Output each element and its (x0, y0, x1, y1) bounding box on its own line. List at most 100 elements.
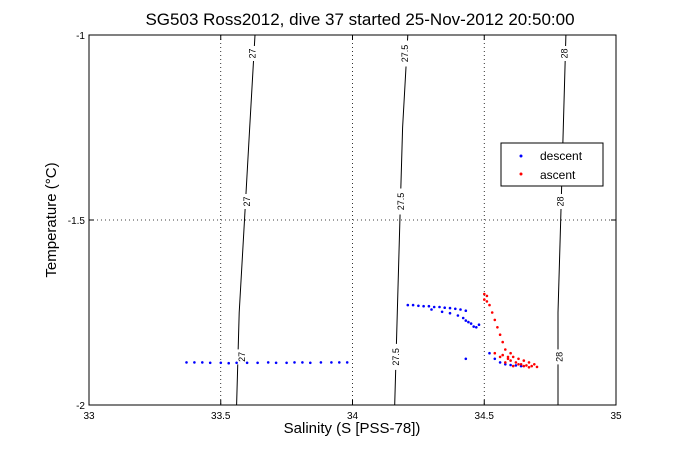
ascent-point (488, 303, 491, 307)
density-contour-28 (557, 34, 567, 405)
ascent-point (514, 361, 518, 364)
contour-label-bg (235, 349, 248, 365)
descent-point (208, 361, 212, 365)
ascent-point (483, 292, 486, 296)
ascent-point (533, 363, 536, 366)
contour-label: 28 (554, 352, 564, 362)
density-contour-27.5 (394, 34, 409, 406)
descent-point (477, 323, 481, 327)
descent-point (422, 304, 425, 308)
ascent-point (525, 364, 528, 367)
descent-point (301, 361, 304, 364)
descent-point (201, 361, 204, 364)
descent-point (193, 361, 196, 364)
descent-point (519, 364, 523, 368)
ascent-point (509, 351, 512, 355)
ascent-point (485, 300, 489, 303)
descent-point (219, 361, 223, 365)
ascent-point (483, 298, 486, 301)
ascent-point (511, 364, 515, 368)
descent-point (504, 363, 507, 366)
y-tick-label: -1.5 (68, 216, 86, 227)
descent-point (427, 304, 431, 308)
ascent-point (517, 357, 520, 361)
descent-point (227, 361, 230, 365)
descent-point (472, 325, 476, 328)
contour-label: 28 (556, 196, 566, 206)
contour-label-bg (389, 343, 402, 370)
descent-point (417, 304, 420, 308)
descent-point (456, 314, 460, 317)
ascent-point (535, 365, 539, 369)
ascent-point (496, 326, 499, 329)
ascent-point (522, 359, 526, 362)
contour-label-bg (399, 40, 412, 67)
y-tick-label: -2 (76, 401, 85, 412)
x-tick-label: 34 (347, 411, 359, 422)
descent-point (440, 310, 444, 314)
descent-point (319, 361, 323, 364)
descent-point (464, 309, 468, 313)
descent-point (509, 363, 512, 367)
descent-point (406, 303, 410, 307)
descent-point (493, 357, 497, 361)
descent-point (459, 308, 462, 311)
descent-point (438, 305, 441, 309)
descent-point (345, 361, 349, 364)
ascent-point (509, 359, 512, 362)
contour-label: 27 (242, 196, 252, 206)
ascent-point (527, 361, 531, 364)
axis-ticks: 33 33.5 34 34.5 35 -2 -1.5 -1 (68, 31, 622, 422)
contour-label-bg (241, 194, 254, 209)
ascent-point (501, 353, 505, 357)
descent-point (430, 308, 433, 311)
data-points (185, 292, 539, 369)
descent-point (514, 364, 518, 367)
ascent-point (501, 340, 505, 344)
ascent-point (504, 361, 507, 364)
legend-box (500, 142, 604, 187)
density-contours: 27 27 27 27.5 27.5 27.5 28 28 28 (235, 34, 571, 406)
ascent-point (527, 366, 531, 369)
ascent-point (504, 348, 507, 351)
ascent-point (530, 364, 533, 368)
descent-point (330, 361, 333, 364)
descent-point (245, 361, 249, 365)
y-axis-label: Temperature (°C) (43, 162, 60, 277)
ascent-point (511, 355, 515, 359)
contour-label-bg (553, 349, 566, 365)
contour-label-bg (395, 188, 408, 215)
contour-label: 27.5 (400, 45, 410, 63)
legend-marker-descent (519, 154, 523, 158)
ascent-point (519, 363, 523, 366)
descent-point (467, 320, 470, 324)
density-contour-27 (236, 34, 256, 406)
descent-point (411, 303, 415, 307)
descent-point (256, 361, 259, 365)
contour-label: 28 (560, 48, 570, 58)
contour-label: 27 (247, 48, 257, 58)
descent-point (274, 361, 278, 365)
descent-point (235, 361, 238, 365)
descent-point (469, 322, 473, 325)
grid-lines (89, 35, 616, 405)
descent-point (293, 361, 296, 364)
x-axis-label: Salinity (S [PSS-78]) (284, 420, 421, 437)
descent-point (309, 361, 312, 365)
x-tick-label: 34.5 (475, 411, 495, 422)
x-tick-label: 35 (610, 411, 622, 422)
descent-point (488, 351, 491, 355)
descent-point (448, 306, 452, 310)
ascent-point (490, 311, 494, 314)
contour-label: 27 (237, 352, 247, 362)
descent-point (266, 361, 270, 364)
ascent-point (506, 355, 510, 359)
ascent-point (506, 357, 510, 361)
descent-point (448, 311, 452, 315)
legend-marker-ascent (519, 172, 523, 176)
descent-point (464, 319, 468, 322)
contour-label: 27.5 (391, 348, 401, 366)
legend-label-ascent: ascent (540, 168, 576, 182)
descent-point (464, 357, 468, 361)
